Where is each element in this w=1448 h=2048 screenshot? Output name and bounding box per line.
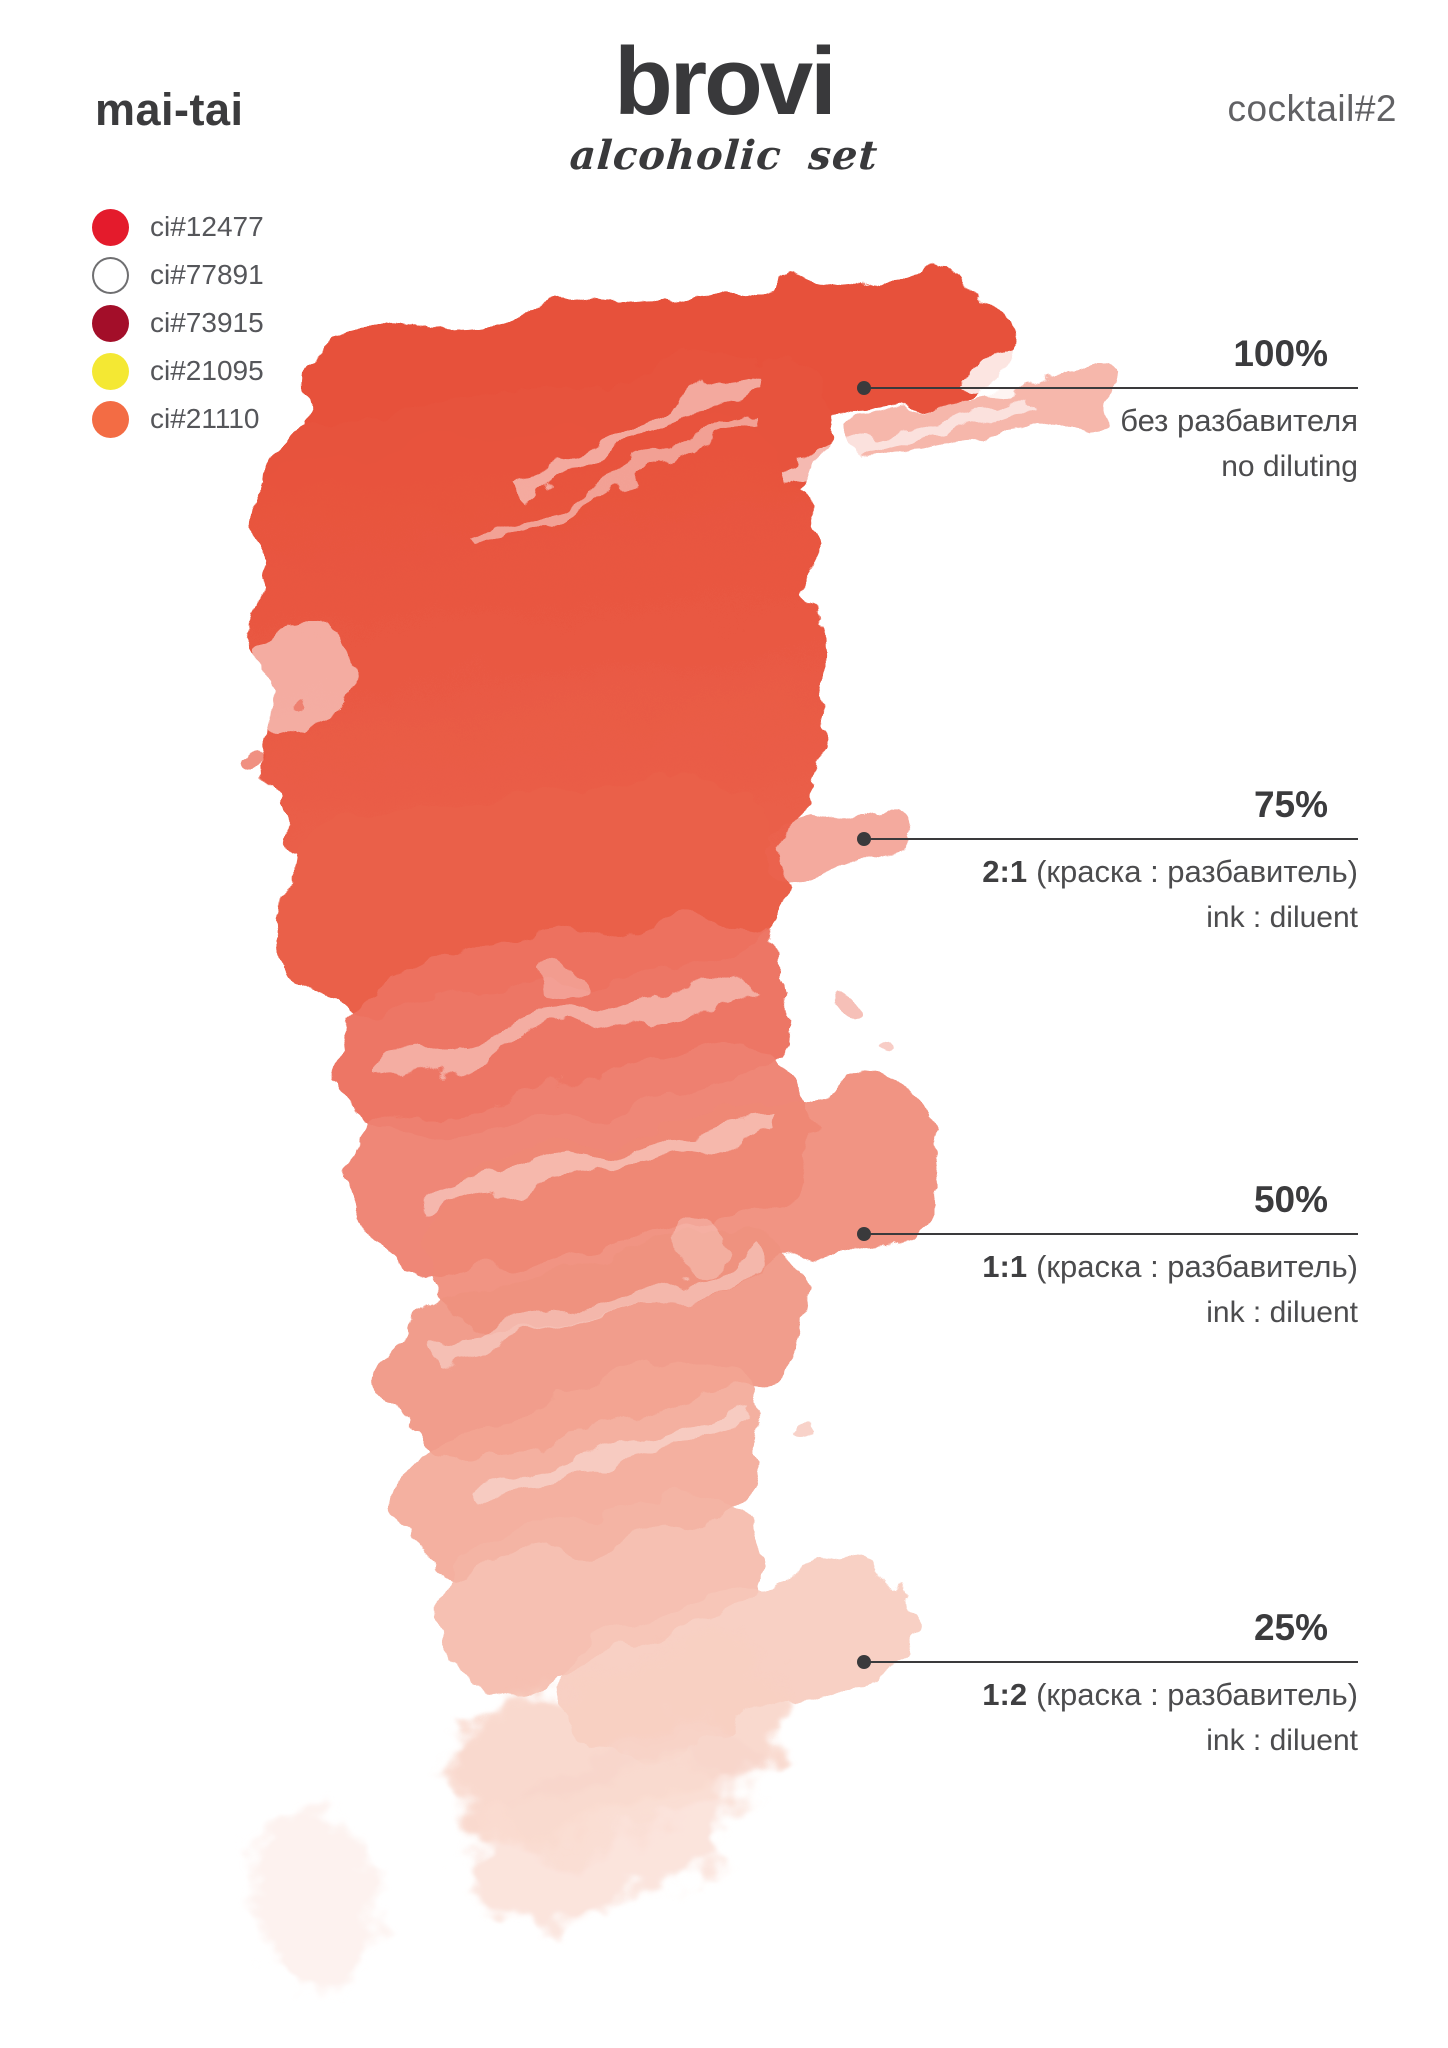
pigment-color-dot xyxy=(92,400,129,438)
ratio-value: 1:1 xyxy=(982,1249,1028,1284)
dilution-ratio-ru: без разбавителя xyxy=(738,402,1358,441)
pigment-code: ci#73915 xyxy=(150,307,264,338)
dilution-row-100: 100% без разбавителя no diluting xyxy=(738,335,1358,484)
legend-item: ci#21095 xyxy=(92,347,264,395)
series-label: cocktail#2 xyxy=(1227,88,1397,129)
dilution-percent: 25% xyxy=(1253,1607,1328,1648)
dilution-percent: 100% xyxy=(1233,333,1328,374)
dilution-ratio-en: ink : diluent xyxy=(1206,1723,1358,1757)
legend-item: ci#73915 xyxy=(92,299,264,347)
pigment-code: ci#77891 xyxy=(150,259,264,290)
dilution-ratio-ru: 1:2 (краска : разбавитель) xyxy=(738,1676,1358,1715)
callout-dot xyxy=(857,832,871,846)
pigment-code: ci#21095 xyxy=(150,355,264,386)
dilution-ratio-en: ink : diluent xyxy=(1206,900,1358,934)
dilution-row-25: 25% 1:2 (краска : разбавитель) ink : dilu… xyxy=(738,1609,1358,1758)
brand-block: brovi alcoholic set xyxy=(568,28,879,180)
callout-dot xyxy=(857,381,871,395)
pigment-color-dot xyxy=(92,352,129,390)
pigment-color-dot xyxy=(92,256,129,294)
legend-item: ci#21110 xyxy=(92,395,264,443)
ratio-note: (краска : разбавитель) xyxy=(1036,1677,1358,1712)
dilution-percent: 75% xyxy=(1253,784,1328,825)
pigment-code: ci#12477 xyxy=(150,211,264,242)
brand-logo: brovi xyxy=(614,28,837,135)
callout-line xyxy=(857,381,1358,395)
dilution-row-50: 50% 1:1 (краска : разбавитель) ink : dilu… xyxy=(738,1181,1358,1330)
dilution-ratio-ru: 1:1 (краска : разбавитель) xyxy=(738,1248,1358,1287)
ratio-note: (краска : разбавитель) xyxy=(1036,1249,1358,1284)
callout-line xyxy=(857,832,1358,846)
dilution-ratio-ru: 2:1 (краска : разбавитель) xyxy=(738,853,1358,892)
ratio-value: 1:2 xyxy=(982,1677,1028,1712)
callout-line xyxy=(857,1227,1358,1241)
pigment-code: ci#21110 xyxy=(150,403,260,434)
dilution-percent: 50% xyxy=(1253,1179,1328,1220)
legend-item: ci#12477 xyxy=(92,203,264,251)
pigment-color-dot xyxy=(92,208,129,246)
callout-line xyxy=(857,1655,1358,1669)
callout-dot xyxy=(857,1655,871,1669)
dilution-row-75: 75% 2:1 (краска : разбавитель) ink : dilu… xyxy=(738,786,1358,935)
ratio-note: без разбавителя xyxy=(1120,403,1358,438)
dilution-ratio-en: no diluting xyxy=(1221,449,1358,483)
pigment-legend: ci#12477 ci#77891 ci#73915 ci#21095 ci#2… xyxy=(92,203,264,443)
color-name-label: mai-tai xyxy=(95,84,244,135)
callout-dot xyxy=(857,1227,871,1241)
ratio-value: 2:1 xyxy=(982,854,1028,889)
pigment-color-dot xyxy=(92,304,129,342)
dilution-ratio-en: ink : diluent xyxy=(1206,1295,1358,1329)
legend-item: ci#77891 xyxy=(92,251,264,299)
ratio-note: (краска : разбавитель) xyxy=(1036,854,1358,889)
